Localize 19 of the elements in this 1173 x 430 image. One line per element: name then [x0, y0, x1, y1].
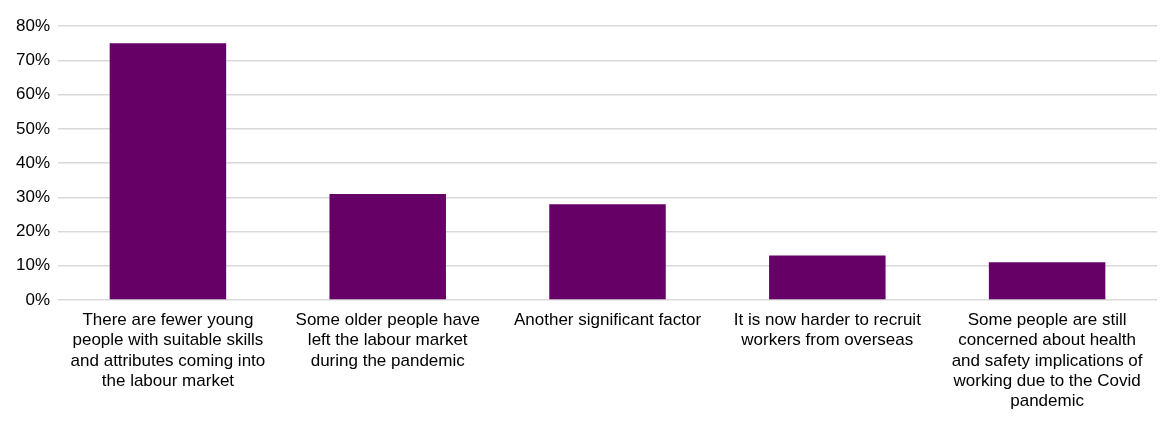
bar: [329, 193, 446, 300]
x-tick-label: There are fewer young people with suitable skills and attributes coming into the labour market: [70, 309, 266, 391]
y-tick-label: 10%: [15, 255, 51, 275]
y-tick-label: 20%: [15, 221, 51, 241]
x-tick-label: Some older people have left the labour market during the pandemic: [295, 309, 480, 370]
bar: [988, 262, 1106, 300]
y-tick-label: 60%: [15, 84, 51, 104]
bar: [549, 204, 666, 300]
y-tick-label: 30%: [15, 187, 51, 207]
y-tick-label: 70%: [15, 50, 51, 70]
x-tick-label: It is now harder to recruit workers from overseas: [733, 309, 922, 350]
y-tick-label: 40%: [15, 152, 51, 172]
x-tick-label: Another significant factor: [513, 309, 702, 329]
bar: [769, 255, 886, 300]
x-tick-label: Some people are still concerned about health and safety implications of working due to the Covid pandemic: [951, 309, 1143, 411]
bar: [109, 43, 227, 300]
y-tick-label: 80%: [15, 15, 51, 35]
y-tick-label: 50%: [15, 118, 51, 138]
y-tick-label: 0%: [25, 289, 51, 309]
